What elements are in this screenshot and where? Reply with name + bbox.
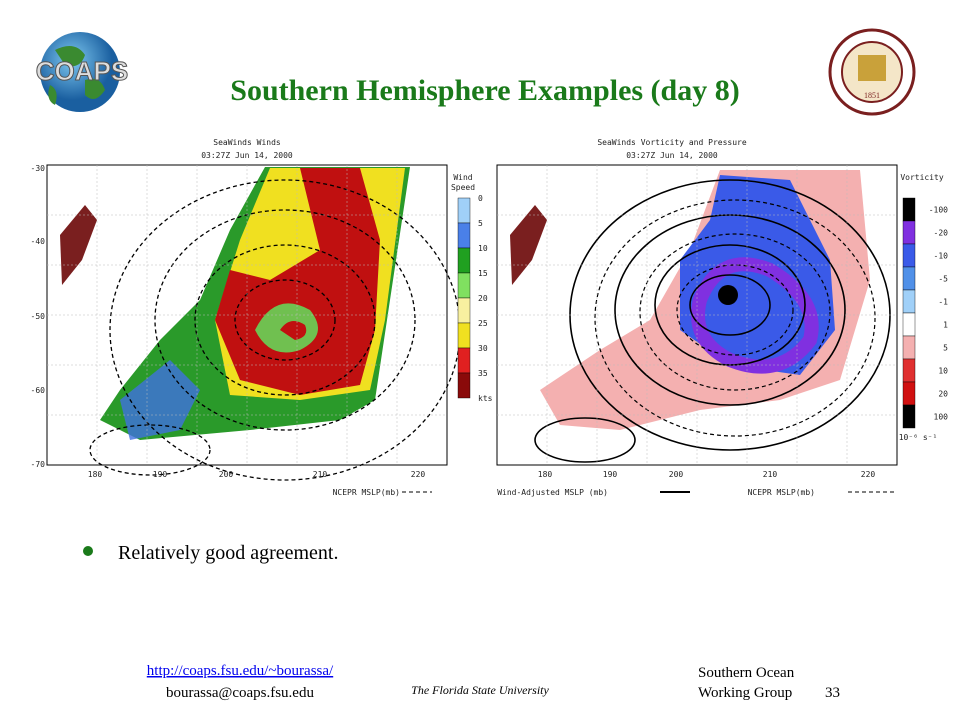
legend-title: Wind [453, 173, 472, 182]
legend-title: Vorticity [900, 173, 944, 182]
legend-label: 1 [943, 321, 948, 330]
legend-label: 100 [934, 413, 949, 422]
legend-swatch [902, 266, 916, 291]
legend-swatch [457, 297, 471, 324]
legend-label: 5 [943, 344, 948, 353]
left-map: SeaWinds Winds 03:27Z Jun 14, 2000 NCEPR… [31, 138, 493, 497]
legend-label: 15 [478, 269, 488, 278]
legend-label: 35 [478, 369, 488, 378]
legend-label: -10 [934, 252, 949, 261]
legend-swatch [457, 372, 471, 399]
map-caption: NCEPR MSLP(mb) [748, 488, 815, 497]
legend-label: -5 [938, 275, 948, 284]
legend-swatch [902, 289, 916, 314]
legend-swatch [902, 197, 916, 222]
lat-tick-label: -60 [31, 386, 46, 395]
footer-group: Working Group [698, 685, 792, 701]
lat-tick-label: -40 [31, 237, 46, 246]
footer-link[interactable]: http://coaps.fsu.edu/~bourassa/ [147, 663, 334, 679]
legend-swatch [457, 197, 471, 224]
lat-tick-label: -50 [31, 312, 46, 321]
legend-label: -100 [929, 206, 948, 215]
slide-title: Southern Hemisphere Examples (day 8) [230, 74, 739, 107]
legend-swatch [902, 335, 916, 360]
legend-swatch [902, 312, 916, 337]
map-caption: NCEPR MSLP(mb) [333, 488, 400, 497]
legend-swatch [457, 347, 471, 374]
legend-label: -1 [938, 298, 948, 307]
seal-year: 1851 [864, 91, 880, 100]
right-map: SeaWinds Vorticity and Pressure 03:27Z J… [496, 138, 949, 497]
logo-text: COAPS [36, 56, 128, 86]
footer-email: bourassa@coaps.fsu.edu [166, 685, 314, 701]
lon-tick-label: 220 [411, 470, 426, 479]
bullet-dot [83, 546, 93, 556]
legend-label: 20 [938, 390, 948, 399]
legend-label: kts [478, 394, 493, 403]
footer-page: 33 [825, 685, 840, 701]
map-time: 03:27Z Jun 14, 2000 [626, 151, 718, 160]
legend-swatch [902, 404, 916, 429]
footer-url[interactable]: http://coaps.fsu.edu/~bourassa/ [147, 663, 334, 679]
lon-tick-label: 200 [669, 470, 684, 479]
legend-label: 20 [478, 294, 488, 303]
legend-label: 10 [478, 244, 488, 253]
legend-swatch [902, 381, 916, 406]
logo: COAPS [35, 32, 129, 112]
legend-swatch [902, 220, 916, 245]
lon-tick-label: 190 [153, 470, 168, 479]
lon-tick-label: 210 [313, 470, 328, 479]
legend-swatch [457, 322, 471, 349]
lon-tick-label: 220 [861, 470, 876, 479]
map-title: SeaWinds Winds [213, 138, 281, 147]
bullet-text: Relatively good agreement. [118, 542, 338, 564]
footer-university: The Florida State University [411, 683, 549, 697]
legend-swatch [457, 247, 471, 274]
legend-label: 25 [478, 319, 488, 328]
legend-label: 10 [938, 367, 948, 376]
legend-label: 30 [478, 344, 488, 353]
legend-label: 5 [478, 219, 483, 228]
legend-label: 0 [478, 194, 483, 203]
legend-swatch [457, 272, 471, 299]
legend-swatch [902, 358, 916, 383]
seal: 1851 [828, 28, 916, 116]
legend-title: Speed [451, 183, 475, 192]
map-time: 03:27Z Jun 14, 2000 [201, 151, 293, 160]
lon-tick-label: 210 [763, 470, 778, 479]
footer-group: Southern Ocean [698, 665, 795, 681]
lon-tick-label: 200 [219, 470, 234, 479]
map-caption: Wind-Adjusted MSLP (mb) [497, 488, 608, 497]
lon-tick-label: 190 [603, 470, 618, 479]
legend-swatch [902, 243, 916, 268]
lat-tick-label: -30 [31, 164, 46, 173]
legend-swatch [457, 222, 471, 249]
legend-label: -20 [934, 229, 949, 238]
map-title: SeaWinds Vorticity and Pressure [597, 138, 746, 147]
legend-units: 10⁻⁶ s⁻¹ [899, 433, 938, 442]
lon-tick-label: 180 [88, 470, 103, 479]
lat-tick-label: -70 [31, 460, 46, 469]
lon-tick-label: 180 [538, 470, 553, 479]
